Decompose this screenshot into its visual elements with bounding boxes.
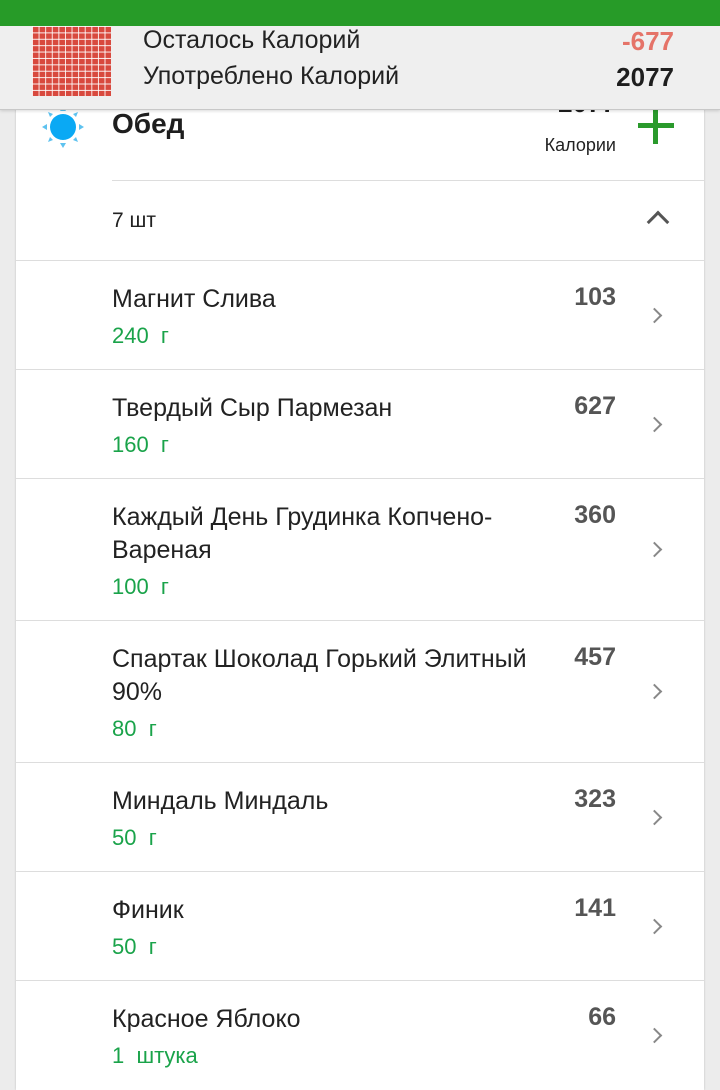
chevron-right-icon [646, 416, 663, 432]
food-item[interactable]: Финик 141 50 г [16, 871, 704, 980]
chevron-right-icon [646, 918, 663, 934]
food-item[interactable]: Магнит Слива 103 240 г [16, 260, 704, 369]
chevron-right-icon [646, 1027, 663, 1044]
consumed-value: 2077 [616, 62, 674, 92]
food-name: Финик [112, 896, 184, 924]
food-quantity: 1 штука [112, 1043, 198, 1068]
chevron-right-icon [646, 541, 663, 558]
food-quantity: 240 г [112, 323, 169, 348]
food-calories: 457 [574, 643, 616, 671]
calorie-summary: Осталось Калорий -677 Употреблено Калори… [0, 26, 720, 110]
food-calories: 66 [588, 1003, 616, 1031]
food-calories: 360 [574, 501, 616, 529]
food-item[interactable]: Каждый День Грудинка Копчено-Вареная 360… [16, 478, 704, 620]
consumed-label: Употреблено Калорий [143, 62, 400, 90]
food-item[interactable]: Твердый Сыр Пармезан 627 160 г [16, 369, 704, 478]
food-quantity: 50 г [112, 825, 157, 850]
items-count: 7 шт [112, 209, 156, 232]
meal-calories-unit: Калории [544, 135, 616, 155]
food-name: Спартак Шоколад Горький Элитный 90% [112, 645, 527, 706]
sun-icon [42, 106, 84, 148]
chevron-right-icon [646, 307, 663, 323]
food-calories: 323 [574, 785, 616, 813]
meal-title: Обед [112, 108, 185, 139]
food-item[interactable]: Миндаль Миндаль 323 50 г [16, 762, 704, 871]
chevron-right-icon [646, 683, 663, 700]
food-quantity: 50 г [112, 934, 157, 959]
food-calories: 627 [574, 392, 616, 420]
food-quantity: 100 г [112, 574, 169, 599]
status-bar [0, 0, 720, 26]
calorie-grid-icon [32, 26, 111, 96]
food-item[interactable]: Красное Яблоко 66 1 штука [16, 980, 704, 1090]
items-count-row[interactable]: 7 шт [112, 180, 704, 260]
food-name: Красное Яблоко [112, 1005, 301, 1033]
add-food-button[interactable] [638, 108, 674, 144]
food-quantity: 80 г [112, 716, 157, 741]
food-name: Каждый День Грудинка Копчено-Вареная [112, 503, 493, 564]
food-quantity: 160 г [112, 432, 169, 457]
remaining-label: Осталось Калорий [143, 26, 361, 54]
food-calories: 141 [574, 894, 616, 922]
remaining-value: -677 [621, 26, 674, 56]
meal-card: Обед 2077 Калории 7 шт Магнит Слива 103 … [16, 88, 704, 1090]
chevron-up-icon[interactable] [646, 210, 670, 234]
food-name: Магнит Слива [112, 285, 276, 313]
food-name: Твердый Сыр Пармезан [112, 394, 393, 422]
chevron-right-icon [646, 809, 663, 825]
food-name: Миндаль Миндаль [112, 787, 329, 815]
food-item[interactable]: Спартак Шоколад Горький Элитный 90% 457 … [16, 620, 704, 762]
food-calories: 103 [574, 283, 616, 311]
